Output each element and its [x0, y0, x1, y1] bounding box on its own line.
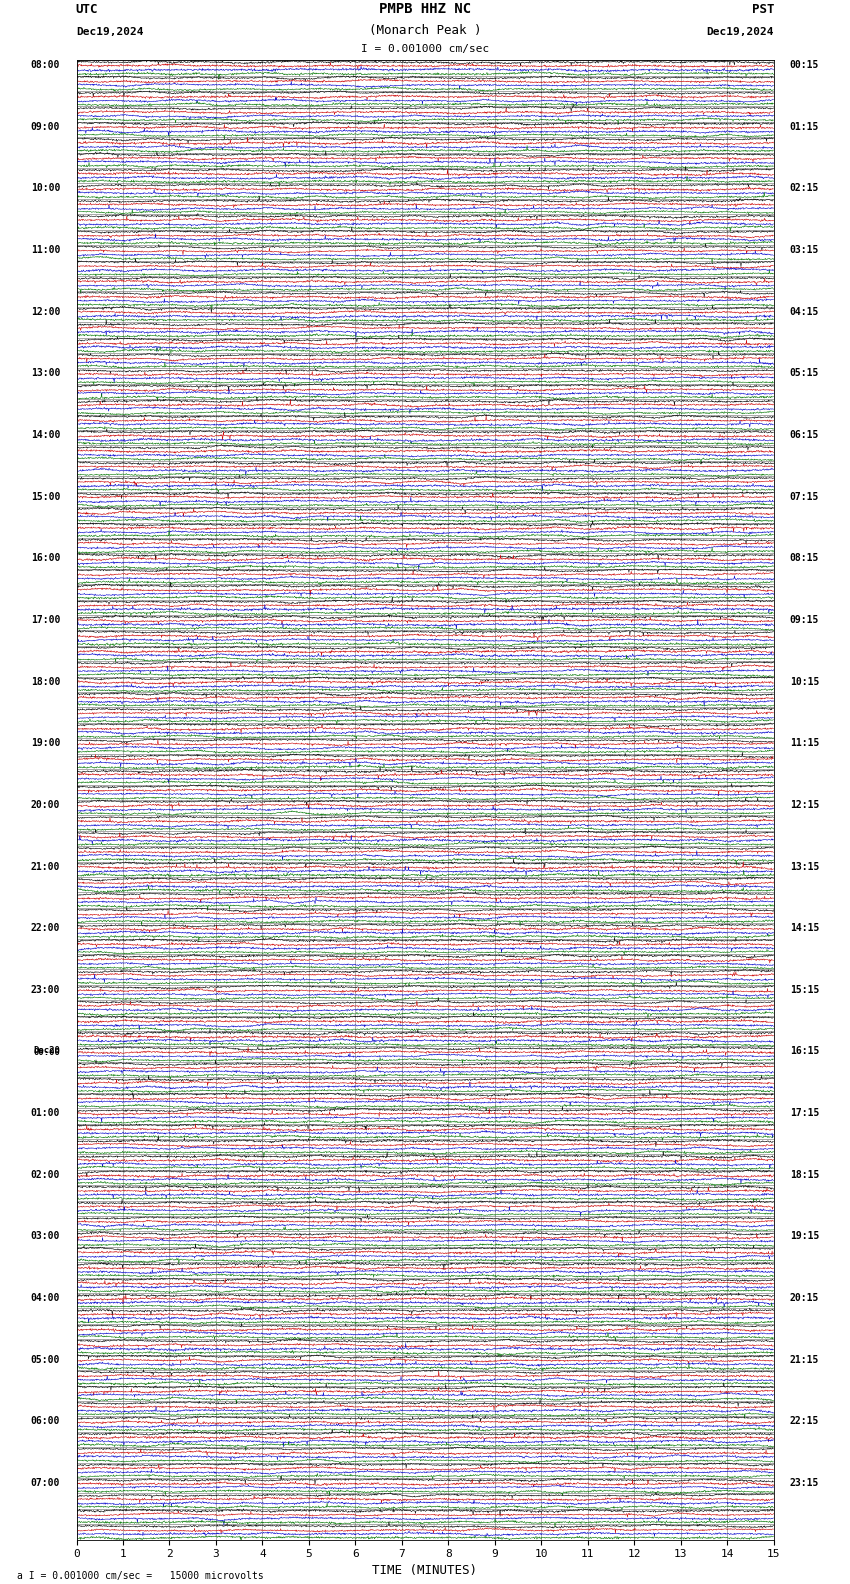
Text: 15:00: 15:00	[31, 491, 60, 502]
Text: 17:00: 17:00	[31, 615, 60, 626]
Text: 23:00: 23:00	[31, 985, 60, 995]
Text: 06:15: 06:15	[790, 429, 819, 440]
Text: 06:00: 06:00	[31, 1416, 60, 1426]
X-axis label: TIME (MINUTES): TIME (MINUTES)	[372, 1563, 478, 1576]
Text: 14:15: 14:15	[790, 923, 819, 933]
Text: 20:15: 20:15	[790, 1293, 819, 1304]
Text: 16:15: 16:15	[790, 1047, 819, 1057]
Text: 08:15: 08:15	[790, 553, 819, 564]
Text: 14:00: 14:00	[31, 429, 60, 440]
Text: 04:00: 04:00	[31, 1293, 60, 1304]
Text: 05:00: 05:00	[31, 1354, 60, 1365]
Text: (Monarch Peak ): (Monarch Peak )	[369, 24, 481, 36]
Text: PMPB HHZ NC: PMPB HHZ NC	[379, 2, 471, 16]
Text: 13:15: 13:15	[790, 862, 819, 871]
Text: 21:15: 21:15	[790, 1354, 819, 1365]
Text: 17:15: 17:15	[790, 1109, 819, 1118]
Text: 00:15: 00:15	[790, 60, 819, 70]
Text: 08:00: 08:00	[31, 60, 60, 70]
Text: 18:15: 18:15	[790, 1169, 819, 1180]
Text: 13:00: 13:00	[31, 369, 60, 379]
Text: 11:00: 11:00	[31, 246, 60, 255]
Text: Dec19,2024: Dec19,2024	[76, 27, 144, 36]
Text: 22:00: 22:00	[31, 923, 60, 933]
Text: 18:00: 18:00	[31, 676, 60, 686]
Text: 20:00: 20:00	[31, 800, 60, 809]
Text: a I = 0.001000 cm/sec =   15000 microvolts: a I = 0.001000 cm/sec = 15000 microvolts	[17, 1571, 264, 1581]
Text: 19:15: 19:15	[790, 1231, 819, 1242]
Text: 10:00: 10:00	[31, 184, 60, 193]
Text: 10:15: 10:15	[790, 676, 819, 686]
Text: 12:15: 12:15	[790, 800, 819, 809]
Text: 19:00: 19:00	[31, 738, 60, 748]
Text: 02:00: 02:00	[31, 1169, 60, 1180]
Text: 03:00: 03:00	[31, 1231, 60, 1242]
Text: 09:15: 09:15	[790, 615, 819, 626]
Text: 07:15: 07:15	[790, 491, 819, 502]
Text: Dec19,2024: Dec19,2024	[706, 27, 774, 36]
Text: 01:15: 01:15	[790, 122, 819, 131]
Text: UTC: UTC	[76, 3, 99, 16]
Text: 02:15: 02:15	[790, 184, 819, 193]
Text: 12:00: 12:00	[31, 307, 60, 317]
Text: 09:00: 09:00	[31, 122, 60, 131]
Text: 15:15: 15:15	[790, 985, 819, 995]
Text: 07:00: 07:00	[31, 1478, 60, 1487]
Text: 23:15: 23:15	[790, 1478, 819, 1487]
Text: PST: PST	[751, 3, 774, 16]
Text: 21:00: 21:00	[31, 862, 60, 871]
Text: I = 0.001000 cm/sec: I = 0.001000 cm/sec	[361, 44, 489, 54]
Text: 00:00: 00:00	[33, 1049, 60, 1058]
Text: 03:15: 03:15	[790, 246, 819, 255]
Text: 22:15: 22:15	[790, 1416, 819, 1426]
Text: 16:00: 16:00	[31, 553, 60, 564]
Text: 04:15: 04:15	[790, 307, 819, 317]
Text: 11:15: 11:15	[790, 738, 819, 748]
Text: 05:15: 05:15	[790, 369, 819, 379]
Text: 01:00: 01:00	[31, 1109, 60, 1118]
Text: Dec20: Dec20	[33, 1047, 60, 1055]
